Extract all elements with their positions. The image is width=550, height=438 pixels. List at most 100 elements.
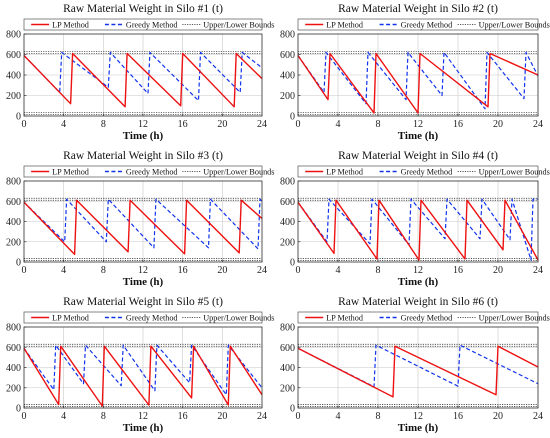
legend-box <box>23 165 263 178</box>
x-tick-label: 12 <box>413 119 423 130</box>
legend-box <box>297 18 539 31</box>
x-tick-label: 0 <box>22 265 27 276</box>
legend-label-greedy: Greedy Method <box>126 168 178 177</box>
y-tick-label: 0 <box>16 404 21 415</box>
chart-title: Raw Material Weight in Silo #3 (t) <box>63 150 223 162</box>
y-tick-label: 600 <box>280 197 295 208</box>
x-tick-label: 12 <box>138 119 148 130</box>
x-tick-label: 16 <box>178 411 188 422</box>
x-tick-label: 16 <box>453 265 463 276</box>
x-tick-label: 4 <box>61 411 66 422</box>
legend-label-lp: LP Method <box>52 314 89 323</box>
x-tick-label: 4 <box>61 119 66 130</box>
y-tick-label: 400 <box>6 217 21 228</box>
legend-label-greedy: Greedy Method <box>401 168 453 177</box>
x-axis-label: Time (h) <box>398 130 439 142</box>
y-tick-label: 0 <box>16 112 21 123</box>
x-tick-label: 0 <box>22 119 27 130</box>
y-tick-label: 800 <box>280 323 295 334</box>
legend-label-bounds: Upper/Lower Bounds <box>203 168 274 177</box>
y-tick-label: 600 <box>280 343 295 354</box>
chart-title: Raw Material Weight in Silo #4 (t) <box>338 150 498 162</box>
x-tick-label: 24 <box>257 119 267 130</box>
x-axis-label: Time (h) <box>123 130 164 142</box>
legend-label-bounds: Upper/Lower Bounds <box>203 314 274 323</box>
x-tick-label: 16 <box>453 411 463 422</box>
x-tick-label: 12 <box>413 265 423 276</box>
chart-title: Raw Material Weight in Silo #1 (t) <box>63 3 223 15</box>
x-tick-label: 20 <box>217 265 227 276</box>
x-tick-label: 8 <box>376 119 381 130</box>
y-tick-label: 0 <box>16 258 21 269</box>
legend-label-lp: LP Method <box>326 314 363 323</box>
x-tick-label: 20 <box>493 119 503 130</box>
x-tick-label: 0 <box>296 119 301 130</box>
legend-label-greedy: Greedy Method <box>401 314 453 323</box>
y-tick-label: 200 <box>280 237 295 248</box>
legend: LP Method Greedy Method Upper/Lower Bounds <box>23 165 274 178</box>
legend: LP Method Greedy Method Upper/Lower Bounds <box>297 18 550 31</box>
y-tick-label: 200 <box>280 383 295 394</box>
legend-label-greedy: Greedy Method <box>126 314 178 323</box>
chart-panel-4: 0 4 8 12 16 20 24 0 200 400 600 800 Raw Material Wei… <box>280 150 550 288</box>
y-tick-label: 200 <box>6 91 21 102</box>
y-tick-label: 800 <box>280 30 295 41</box>
x-tick-label: 8 <box>101 411 106 422</box>
y-tick-label: 200 <box>6 237 21 248</box>
x-tick-label: 24 <box>533 265 543 276</box>
y-tick-label: 0 <box>290 404 295 415</box>
x-axis-label: Time (h) <box>398 276 439 288</box>
grid <box>23 180 263 263</box>
series-line-greedy <box>23 198 263 250</box>
chart-panel-3: 0 4 8 12 16 20 24 0 200 400 600 800 Raw Material Wei… <box>6 150 274 288</box>
y-tick-label: 600 <box>6 197 21 208</box>
x-tick-label: 12 <box>138 411 148 422</box>
legend-label-lp: LP Method <box>52 21 89 30</box>
y-tick-label: 200 <box>6 383 21 394</box>
x-tick-label: 8 <box>376 411 381 422</box>
legend: LP Method Greedy Method Upper/Lower Bounds <box>23 18 274 31</box>
x-tick-label: 4 <box>61 265 66 276</box>
y-tick-label: 0 <box>290 112 295 123</box>
x-tick-label: 0 <box>296 411 301 422</box>
grid <box>23 33 263 117</box>
series-line-lp <box>23 52 263 108</box>
x-axis-label: Time (h) <box>398 422 439 434</box>
y-tick-label: 400 <box>6 363 21 374</box>
x-tick-label: 0 <box>22 411 27 422</box>
series-line-lp <box>23 199 263 256</box>
x-tick-label: 8 <box>376 265 381 276</box>
series-line-lp <box>23 345 263 407</box>
y-tick-label: 400 <box>6 71 21 82</box>
x-tick-label: 24 <box>257 265 267 276</box>
y-tick-label: 600 <box>6 343 21 354</box>
legend-label-lp: LP Method <box>326 168 363 177</box>
x-axis-label: Time (h) <box>123 422 164 434</box>
x-tick-label: 24 <box>533 119 543 130</box>
chart-panel-5: 0 4 8 12 16 20 24 0 200 400 600 800 Raw Material Wei… <box>6 296 274 434</box>
y-tick-label: 600 <box>6 50 21 61</box>
x-tick-label: 16 <box>178 119 188 130</box>
y-tick-label: 0 <box>290 258 295 269</box>
x-tick-label: 24 <box>257 411 267 422</box>
legend-box <box>297 311 539 324</box>
legend-label-greedy: Greedy Method <box>401 21 453 30</box>
legend-box <box>297 165 539 178</box>
legend-label-bounds: Upper/Lower Bounds <box>479 21 550 30</box>
legend: LP Method Greedy Method Upper/Lower Bounds <box>297 165 550 178</box>
x-axis-label: Time (h) <box>123 276 164 288</box>
x-tick-label: 12 <box>138 265 148 276</box>
chart-panel-6: 0 4 8 12 16 20 24 0 200 400 600 800 Raw Material Wei… <box>280 296 550 434</box>
y-tick-label: 800 <box>6 177 21 188</box>
legend-label-greedy: Greedy Method <box>126 21 178 30</box>
x-tick-label: 8 <box>101 119 106 130</box>
legend-box <box>23 311 263 324</box>
series-line-lp <box>297 52 539 114</box>
y-tick-label: 400 <box>280 71 295 82</box>
x-tick-label: 4 <box>336 265 341 276</box>
x-tick-label: 20 <box>493 411 503 422</box>
series-line-lp <box>297 199 539 261</box>
x-tick-label: 20 <box>217 119 227 130</box>
y-tick-label: 400 <box>280 363 295 374</box>
